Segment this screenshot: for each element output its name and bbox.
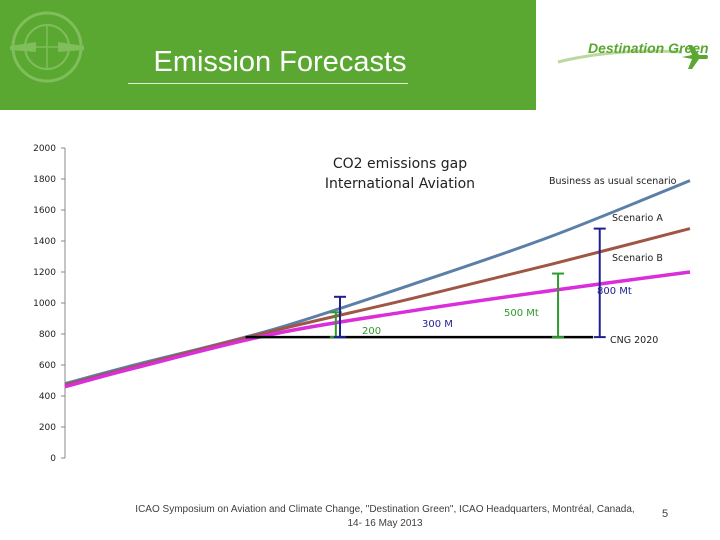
chart-subtitle: International Aviation [325, 176, 475, 192]
page-number: 5 [662, 508, 669, 520]
y-tick-label: 800 [39, 330, 56, 340]
footer-citation: ICAO Symposium on Aviation and Climate C… [120, 503, 650, 531]
scenario-b-line [64, 270, 691, 389]
y-tick-label: 1600 [33, 206, 56, 216]
brand-logo-text: Destination Green [588, 40, 709, 56]
icao-emblem-icon [10, 11, 84, 83]
header-banner: Emission Forecasts Destination Green [0, 0, 720, 110]
y-tick-label: 1800 [33, 175, 56, 185]
footer-line-2: 14- 16 May 2013 [347, 518, 423, 529]
scenario-a-label: Scenario A [612, 213, 663, 224]
brand-swoosh-icon [557, 49, 683, 64]
gap-marker-label: 300 M [422, 319, 453, 330]
y-tick-label: 2000 [33, 144, 56, 154]
brand-panel [536, 0, 720, 110]
gap-marker-label: 800 Mt [597, 286, 632, 297]
bau-line [64, 179, 691, 386]
emissions-chart: 0 200 400 600 800 1000 1200 1400 1600 1800 2000 20… [33, 144, 691, 464]
gap-markers [329, 227, 606, 339]
airplane-icon [682, 45, 708, 69]
scenario-b-label: Scenario B [612, 253, 663, 264]
series-lines [64, 179, 691, 389]
y-tick-label: 200 [39, 423, 56, 433]
bau-label: Business as usual scenario [549, 176, 677, 187]
chart-title: CO2 emissions gap [333, 156, 467, 172]
y-tick-label: 1200 [33, 268, 56, 278]
footer-line-1: ICAO Symposium on Aviation and Climate C… [135, 504, 635, 515]
y-tick-label: 0 [50, 454, 56, 464]
chart-labels: 200 300 M 500 Mt 800 Mt Business as usual sc… [362, 176, 677, 346]
gap-marker-label: 500 Mt [504, 308, 539, 319]
gap-marker-label: 200 [362, 326, 381, 337]
y-tick-label: 600 [39, 361, 56, 371]
y-tick-label: 1000 [33, 299, 56, 309]
y-tick-label: 400 [39, 392, 56, 402]
y-axis: 0 200 400 600 800 1000 1200 1400 1600 1800 2000 [33, 144, 66, 464]
cng-label: CNG 2020 [610, 335, 658, 346]
page-title: Emission Forecasts [153, 46, 407, 78]
y-tick-label: 1400 [33, 237, 56, 247]
title-underline [128, 83, 408, 84]
